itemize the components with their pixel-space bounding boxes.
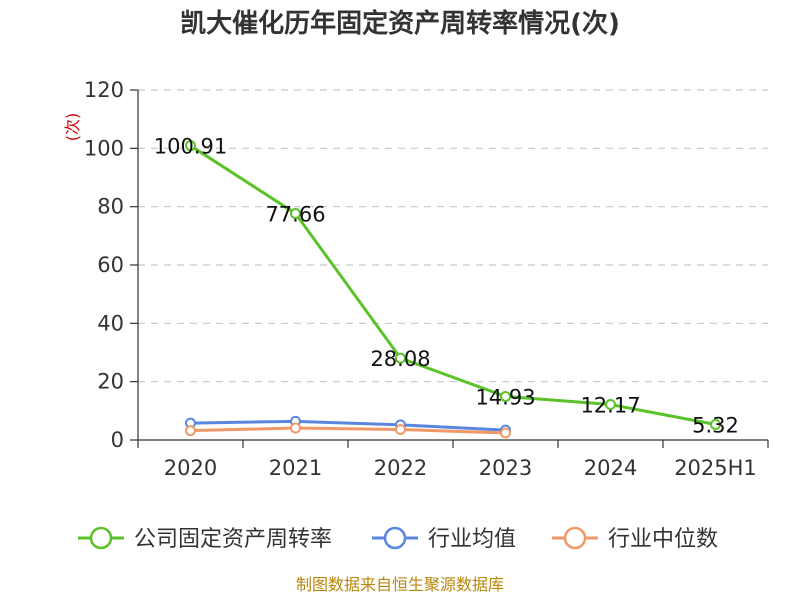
legend-marker-circle — [563, 526, 587, 550]
data-label: 14.93 — [475, 385, 535, 409]
x-tick-label: 2025H1 — [674, 456, 757, 480]
x-tick-label: 2022 — [374, 456, 427, 480]
legend-marker-circle — [383, 526, 407, 550]
series-line — [190, 426, 506, 435]
data-source-note: 制图数据来自恒生聚源数据库 — [296, 575, 504, 594]
y-tick-label: 0 — [111, 428, 124, 452]
series-line — [189, 144, 716, 426]
data-point — [290, 422, 301, 434]
data-point — [500, 427, 511, 439]
data-point — [395, 352, 406, 364]
y-axis-unit: (次) — [63, 113, 82, 142]
y-tick-label: 60 — [97, 253, 124, 277]
legend-marker-circle — [89, 526, 113, 550]
y-tick-label: 100 — [84, 136, 124, 160]
series-line — [190, 419, 506, 432]
legend-item[interactable]: 行业均值 — [372, 526, 516, 552]
data-point — [185, 140, 196, 152]
data-point — [605, 399, 616, 411]
legend-label: 行业中位数 — [608, 527, 718, 552]
data-point — [185, 425, 196, 437]
y-tick-label: 80 — [97, 195, 124, 219]
data-label: 5.32 — [692, 413, 739, 437]
legend-label: 公司固定资产周转率 — [134, 527, 332, 552]
chart-title: 凯大催化历年固定资产周转率情况(次) — [180, 8, 620, 39]
data-point — [290, 207, 301, 219]
y-tick-label: 20 — [97, 370, 124, 394]
data-point — [710, 418, 721, 430]
legend-item[interactable]: 公司固定资产周转率 — [78, 526, 332, 552]
x-tick-label: 2024 — [584, 456, 637, 480]
data-point — [395, 424, 406, 435]
legend-label: 行业均值 — [428, 527, 516, 552]
data-point — [500, 390, 511, 402]
data-label: 12.17 — [580, 394, 640, 418]
data-label: 100.91 — [154, 135, 227, 159]
x-tick-label: 2021 — [269, 456, 322, 480]
legend-item[interactable]: 行业中位数 — [552, 526, 718, 552]
data-label: 77.66 — [265, 202, 325, 226]
x-tick-label: 2023 — [479, 456, 532, 480]
y-tick-label: 40 — [97, 311, 124, 335]
y-tick-label: 120 — [84, 78, 124, 102]
data-label: 28.08 — [370, 347, 430, 371]
x-tick-label: 2020 — [164, 456, 217, 480]
